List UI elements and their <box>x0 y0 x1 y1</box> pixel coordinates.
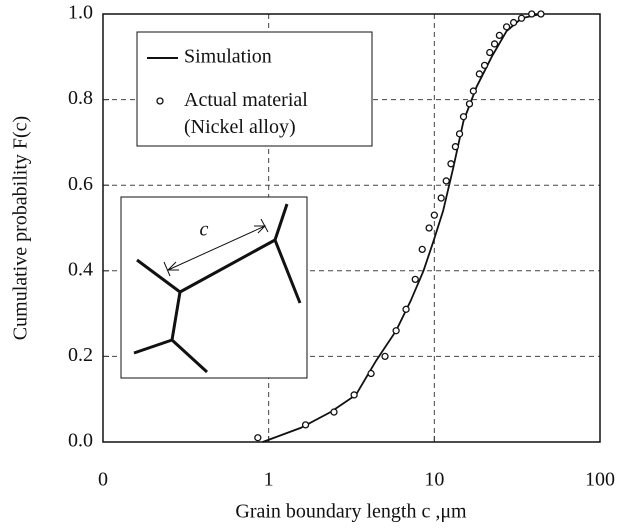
legend-label: Simulation <box>184 46 272 68</box>
data-point <box>430 211 438 219</box>
data-point <box>451 143 460 151</box>
data-point <box>442 177 450 185</box>
data-point <box>502 23 511 31</box>
data-point <box>486 48 494 57</box>
data-point <box>425 224 433 232</box>
x-tick-label: 0 <box>98 469 108 491</box>
plot-frame <box>102 13 601 443</box>
data-point <box>330 408 338 416</box>
data-point <box>418 245 426 254</box>
y-tick-label: 1.0 <box>68 2 93 24</box>
data-point <box>447 160 455 168</box>
legend-marker <box>156 97 164 105</box>
x-tick-label: 100 <box>585 469 615 491</box>
data-point <box>537 10 545 18</box>
data-point <box>490 40 499 48</box>
data-point <box>367 369 375 378</box>
inset-label: c <box>200 219 209 241</box>
simulation-line <box>262 13 542 443</box>
data-point <box>381 352 389 361</box>
data-point <box>509 18 518 27</box>
data-point <box>475 70 484 78</box>
legend-label: Actual material (Nickel alloy) <box>184 89 308 138</box>
data-point <box>402 305 410 313</box>
data-point <box>459 113 468 121</box>
data-point <box>455 130 464 138</box>
data-point <box>480 61 489 70</box>
data-point <box>469 87 478 95</box>
data-point <box>517 14 526 22</box>
data-point <box>495 31 504 40</box>
y-tick-label: 0.4 <box>68 258 93 280</box>
x-axis-label: Grain boundary length c ,μm <box>235 501 467 523</box>
y-tick-label: 0.0 <box>68 430 93 452</box>
data-point <box>465 100 474 108</box>
data-point <box>392 327 400 335</box>
x-tick-label: 10 <box>424 469 444 491</box>
data-point <box>301 421 310 429</box>
y-tick-label: 0.8 <box>68 87 93 109</box>
x-tick-label: 1 <box>264 469 274 491</box>
inset-diagram: c <box>120 196 308 379</box>
y-tick-label: 0.2 <box>68 344 93 366</box>
data-point <box>528 10 536 18</box>
data-point <box>254 434 262 442</box>
y-axis-label: Cumulative probability F(c) <box>10 116 32 340</box>
data-point <box>350 391 358 399</box>
legend: Simulation Actual material (Nickel alloy) <box>136 31 373 147</box>
data-point <box>411 275 419 284</box>
y-tick-label: 0.6 <box>68 173 93 195</box>
data-point <box>437 194 445 202</box>
